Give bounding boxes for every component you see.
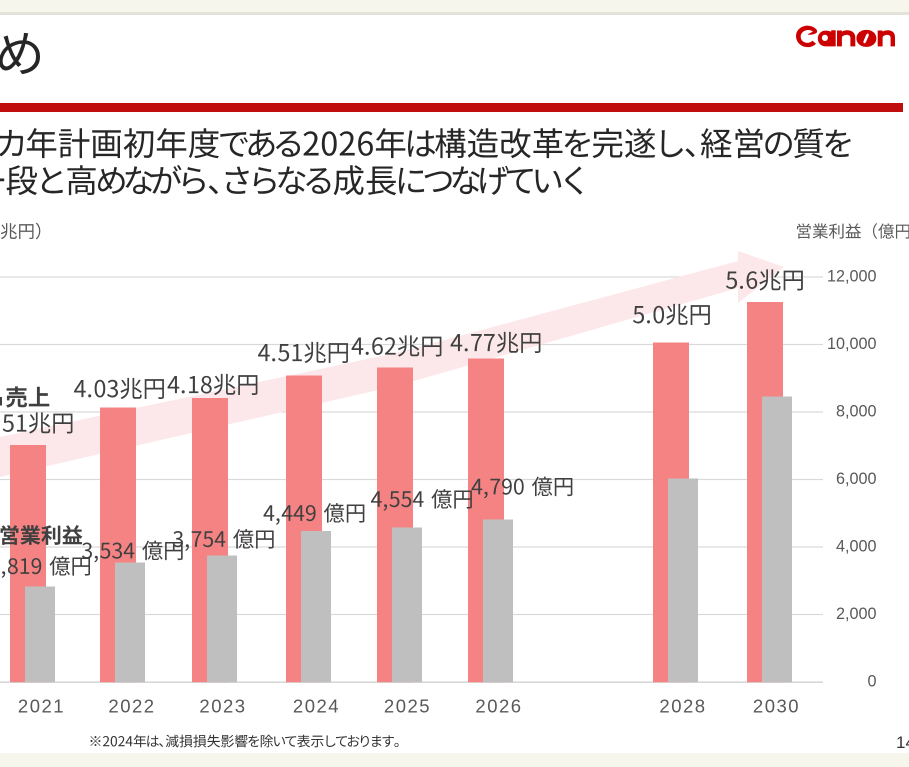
- svg-text:2026: 2026: [475, 695, 522, 716]
- svg-text:10,000: 10,000: [827, 335, 877, 353]
- svg-text:8,000: 8,000: [836, 403, 877, 421]
- svg-text:12,000: 12,000: [827, 268, 877, 286]
- svg-text:2,000: 2,000: [836, 605, 877, 623]
- svg-text:2025: 2025: [384, 695, 431, 716]
- svg-text:6,000: 6,000: [836, 470, 877, 488]
- svg-text:4,000: 4,000: [836, 538, 877, 556]
- svg-text:2024: 2024: [293, 695, 340, 716]
- svg-text:2030: 2030: [753, 695, 800, 716]
- svg-text:2022: 2022: [108, 695, 155, 716]
- svg-text:2028: 2028: [659, 695, 706, 716]
- svg-text:0: 0: [867, 673, 876, 691]
- svg-text:2023: 2023: [199, 695, 246, 716]
- svg-text:14: 14: [896, 733, 909, 752]
- svg-text:2021: 2021: [18, 695, 65, 716]
